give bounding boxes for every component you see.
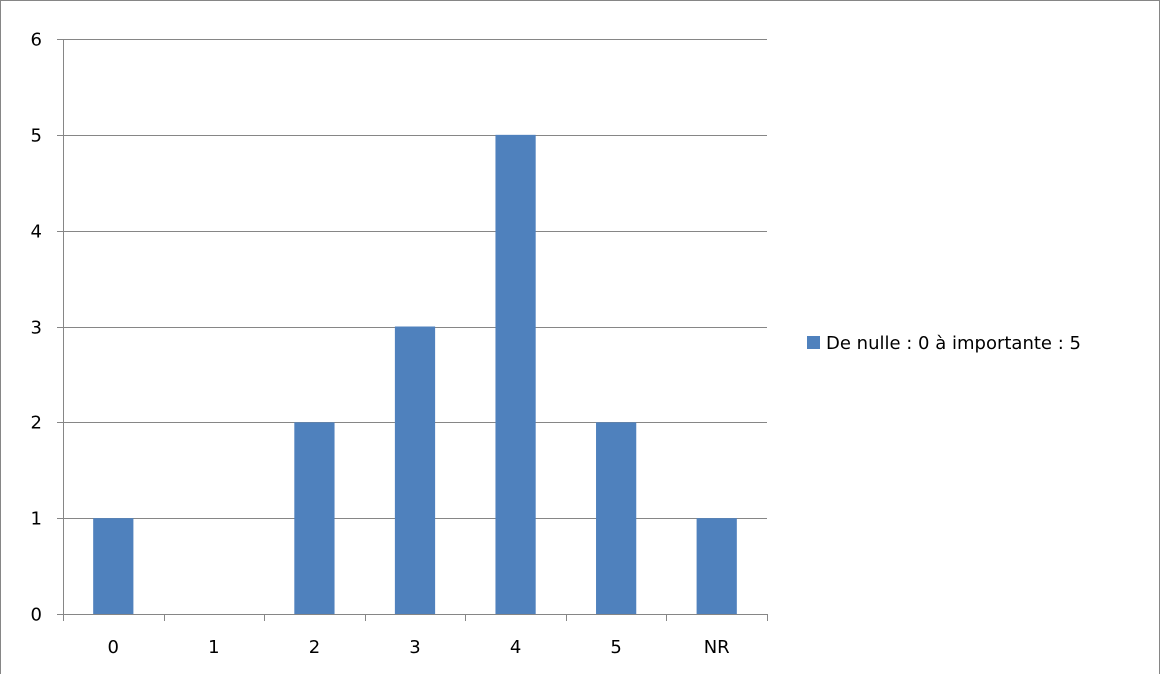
x-tick-label: 1: [208, 637, 219, 658]
legend-label: De nulle : 0 à importante : 5: [826, 333, 1081, 354]
bar-2: [294, 422, 335, 614]
bars: [93, 134, 737, 615]
legend: De nulle : 0 à importante : 5: [807, 333, 1081, 354]
tick-labels: 0 1 2 3 4 5 6 0 1 2 3 4 5 NR: [31, 30, 730, 659]
y-tick-label: 5: [31, 126, 42, 147]
x-tick-label: 0: [108, 637, 119, 658]
x-tick-label: 4: [510, 637, 521, 658]
x-tick-label: 3: [409, 637, 420, 658]
y-tick-label: 6: [31, 30, 42, 51]
bar-5: [596, 422, 637, 614]
x-tick-label: NR: [704, 637, 730, 658]
y-tick-label: 1: [31, 509, 42, 530]
bar-3: [394, 326, 436, 614]
axes: [57, 39, 768, 621]
bar-0: [93, 518, 134, 614]
x-tick-label: 5: [610, 637, 621, 658]
y-tick-label: 2: [31, 413, 42, 434]
bar-4: [495, 134, 536, 615]
legend-swatch: [807, 336, 820, 349]
bar-nr: [696, 518, 737, 614]
y-tick-label: 3: [31, 318, 42, 339]
y-tick-label: 4: [31, 222, 42, 243]
x-tick-label: 2: [309, 637, 320, 658]
y-tick-label: 0: [31, 605, 42, 626]
